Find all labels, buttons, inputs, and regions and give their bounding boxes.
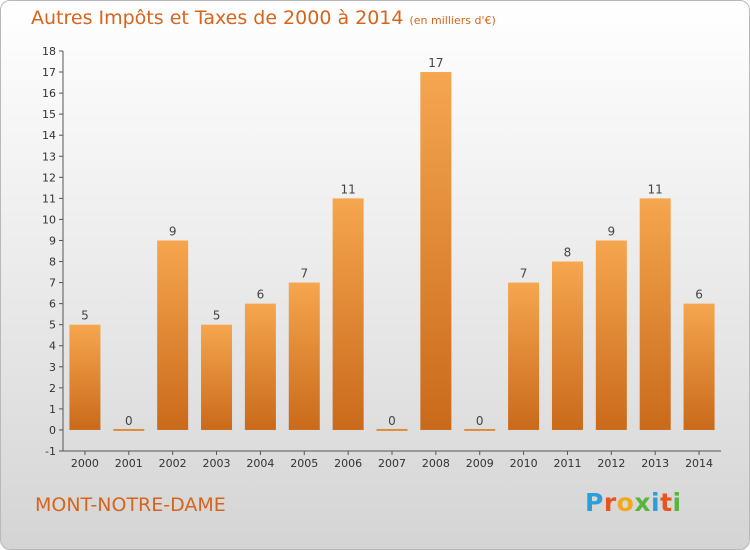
y-tick-label: 2: [49, 382, 56, 395]
y-tick-label: 17: [42, 66, 56, 79]
bar: [288, 282, 320, 430]
y-tick-label: 4: [49, 340, 56, 353]
bar: [683, 303, 715, 430]
y-tick-label: 14: [42, 129, 56, 142]
bar: [201, 324, 233, 430]
y-tick-label: 0: [49, 424, 56, 437]
x-tick-label: 2003: [203, 457, 231, 470]
bar: [113, 428, 145, 431]
logo-letter: i: [651, 488, 661, 517]
x-tick-label: 2006: [334, 457, 362, 470]
bar-value-label: 7: [520, 267, 528, 281]
logo-letter: P: [585, 488, 604, 517]
location-name: MONT-NOTRE-DAME: [35, 494, 226, 516]
chart-title-unit: (en milliers d'€): [409, 14, 496, 27]
bar: [420, 72, 452, 430]
bar: [551, 261, 583, 430]
y-tick-label: 7: [49, 277, 56, 290]
y-tick-label: 13: [42, 150, 56, 163]
x-tick-label: 2013: [641, 457, 669, 470]
bar-value-label: 11: [648, 182, 663, 196]
x-tick-label: 2005: [290, 457, 318, 470]
x-tick-label: 2002: [159, 457, 187, 470]
x-tick-label: 2010: [510, 457, 538, 470]
x-tick-label: 2000: [71, 457, 99, 470]
bar-value-label: 0: [388, 414, 396, 428]
chart-title-main: Autres Impôts et Taxes de 2000 à 2014: [31, 7, 404, 29]
bar-value-label: 7: [300, 267, 308, 281]
y-tick-label: 10: [42, 213, 56, 226]
y-tick-label: 12: [42, 171, 56, 184]
x-tick-label: 2014: [685, 457, 713, 470]
chart-title: Autres Impôts et Taxes de 2000 à 2014 (en…: [31, 7, 496, 29]
bar-value-label: 0: [125, 414, 133, 428]
y-tick-label: 11: [42, 192, 56, 205]
bar: [508, 282, 540, 430]
bar: [464, 428, 496, 431]
y-tick-label: 15: [42, 108, 56, 121]
logo-letter: x: [634, 488, 651, 517]
bar-value-label: 0: [476, 414, 484, 428]
y-tick-label: 6: [49, 298, 56, 311]
y-tick-label: 8: [49, 256, 56, 269]
y-tick-label: 1: [49, 403, 56, 416]
logo-letter: t: [660, 488, 673, 517]
bar-value-label: 17: [428, 56, 443, 70]
proxiti-logo: Proxiti: [585, 488, 682, 517]
bar: [244, 303, 276, 430]
x-tick-label: 2009: [466, 457, 494, 470]
x-tick-label: 2007: [378, 457, 406, 470]
y-tick-label: 18: [42, 45, 56, 58]
y-tick-label: 16: [42, 87, 56, 100]
bar: [157, 240, 189, 430]
bar-value-label: 5: [81, 309, 89, 323]
bar-value-label: 9: [169, 224, 177, 238]
bar: [69, 324, 101, 430]
y-tick-label: -1: [45, 445, 56, 458]
x-tick-label: 2004: [246, 457, 274, 470]
x-tick-label: 2001: [115, 457, 143, 470]
bar-value-label: 5: [213, 309, 221, 323]
bar: [376, 428, 408, 431]
logo-letter: r: [603, 488, 617, 517]
plot-area: -101234567891011121314151617185200002001…: [42, 45, 721, 470]
bar: [332, 198, 364, 430]
bar-value-label: 6: [695, 288, 703, 302]
bar-value-label: 9: [608, 224, 616, 238]
bar: [595, 240, 627, 430]
bar-value-label: 8: [564, 246, 572, 260]
x-tick-label: 2008: [422, 457, 450, 470]
y-tick-label: 9: [49, 234, 56, 247]
y-tick-label: 3: [49, 361, 56, 374]
bar-value-label: 11: [340, 182, 355, 196]
bar: [639, 198, 671, 430]
logo-letter: o: [616, 488, 635, 517]
x-tick-label: 2012: [597, 457, 625, 470]
bar-value-label: 6: [257, 288, 265, 302]
x-tick-label: 2011: [553, 457, 581, 470]
logo-letter: i: [672, 488, 682, 517]
y-tick-label: 5: [49, 319, 56, 332]
